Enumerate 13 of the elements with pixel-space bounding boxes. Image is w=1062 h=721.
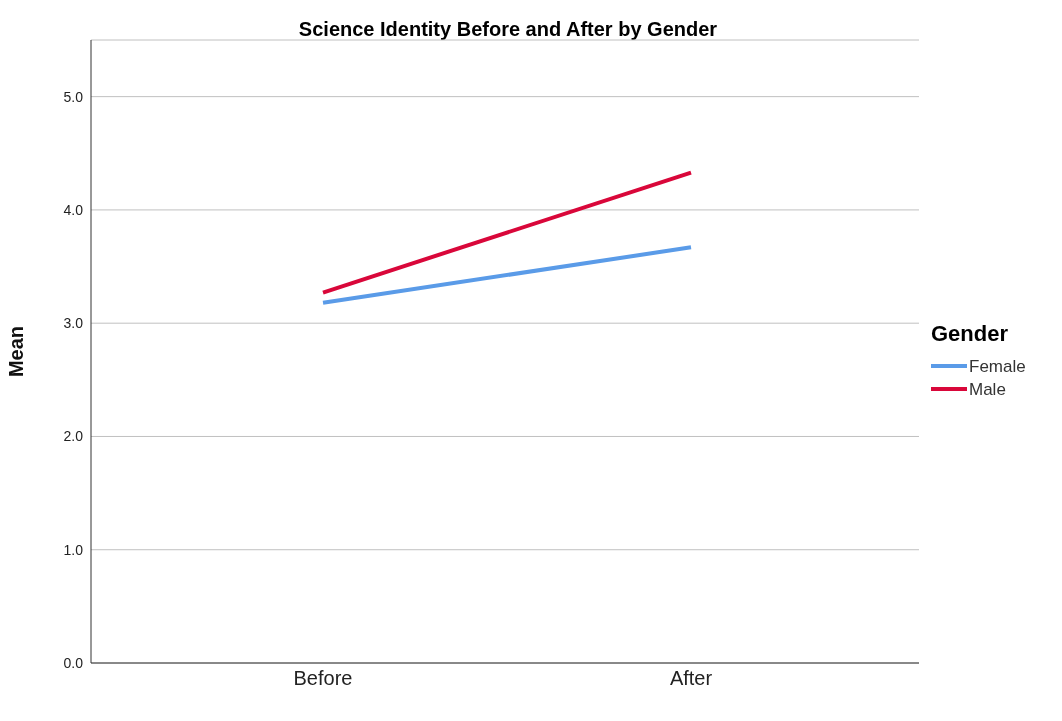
y-axis-title: Mean: [5, 325, 28, 378]
legend-title: Gender: [931, 320, 1010, 347]
y-tick-label: 2.0: [63, 428, 84, 445]
y-tick-label: 4.0: [63, 201, 84, 218]
y-tick-label: 5.0: [63, 88, 84, 105]
chart-title: Science Identity Before and After by Gender: [297, 18, 719, 41]
y-tick-label: 0.0: [63, 654, 84, 671]
y-tick-label: 3.0: [63, 315, 84, 332]
y-tick-label: 1.0: [63, 541, 84, 558]
x-tick-label: After: [669, 667, 713, 690]
legend-label: Female: [969, 355, 1026, 378]
x-tick-label: Before: [293, 667, 353, 690]
legend-label: Male: [969, 378, 1006, 401]
